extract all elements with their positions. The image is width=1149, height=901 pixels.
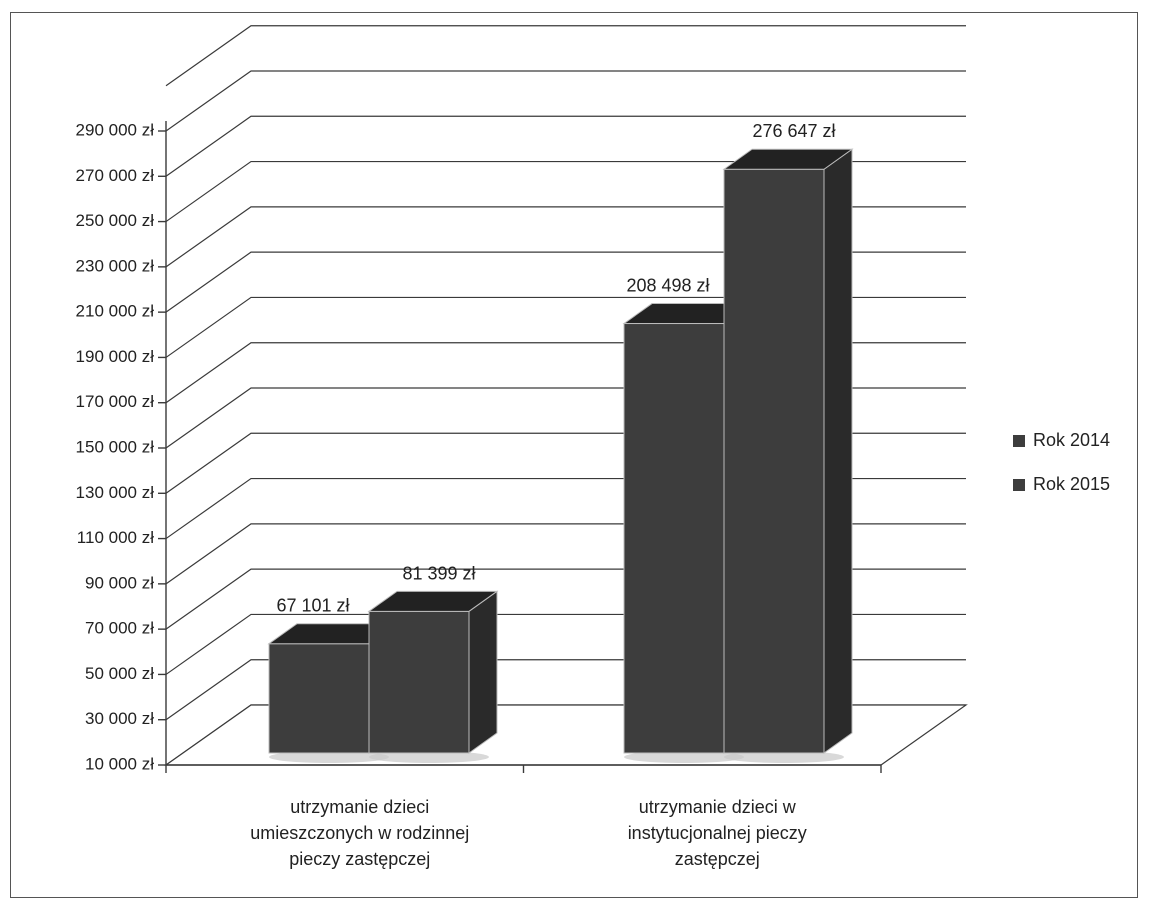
category-label-line: umieszczonych w rodzinnej (250, 823, 469, 843)
bar-front (268, 643, 370, 754)
legend-label: Rok 2014 (1033, 430, 1110, 450)
bar-side (823, 148, 853, 754)
gridline (165, 160, 966, 223)
legend-swatch (1013, 479, 1025, 491)
data-labels: 67 101 zł 208 498 zł 81 399 zł 276 647 zł (276, 121, 835, 615)
y-tick-label: 110 000 zł (77, 528, 154, 547)
gridline (165, 25, 966, 87)
legend-swatch (1013, 435, 1025, 447)
y-tick-label: 170 000 zł (76, 392, 155, 411)
gridline (165, 115, 966, 177)
chart-frame: 10 000 zł 30 000 zł 50 000 zł 70 000 zł 90 0… (10, 12, 1138, 898)
y-tick-label: 70 000 zł (85, 619, 154, 638)
category-label-line: instytucjonalnej pieczy (628, 823, 807, 843)
data-label: 208 498 zł (626, 276, 709, 296)
y-tick-label: 250 000 zł (76, 211, 155, 230)
category-label-line: pieczy zastępczej (289, 849, 430, 869)
bar-front (368, 610, 470, 754)
category-label-line: utrzymanie dzieci (290, 797, 429, 817)
bar-front (723, 168, 825, 754)
y-tick-label: 10 000 zł (85, 754, 154, 773)
bar-shadow (269, 751, 389, 763)
data-label: 81 399 zł (402, 563, 475, 583)
y-tick-label: 30 000 zł (85, 709, 154, 728)
category-label: utrzymanie dzieci umieszczonych w rodzinn… (250, 797, 469, 869)
bar-top (367, 590, 499, 612)
gridline (165, 70, 966, 132)
y-tick-label: 50 000 zł (85, 664, 154, 683)
bar-shadow (724, 751, 844, 763)
data-label: 67 101 zł (276, 596, 349, 616)
y-axis: 10 000 zł 30 000 zł 50 000 zł 70 000 zł 90 0… (76, 120, 882, 773)
y-tick-label: 290 000 zł (76, 120, 155, 139)
y-tick-label: 190 000 zł (76, 347, 155, 366)
y-tick-label: 150 000 zł (76, 437, 155, 456)
category-label-line: zastępczej (675, 849, 760, 869)
bar-front (623, 323, 725, 754)
bars (267, 148, 854, 763)
chart-svg: 10 000 zł 30 000 zł 50 000 zł 70 000 zł 90 0… (76, 25, 1110, 869)
legend-label: Rok 2015 (1033, 474, 1110, 494)
legend: Rok 2014 Rok 2015 (1013, 430, 1110, 494)
y-tick-label: 230 000 zł (76, 256, 155, 275)
category-label: utrzymanie dzieci w instytucjonalnej piec… (628, 797, 807, 869)
y-tick-label: 90 000 zł (85, 573, 154, 592)
y-tick-label: 270 000 zł (76, 166, 155, 185)
bar-shadow (369, 751, 489, 763)
y-tick-label: 210 000 zł (76, 302, 155, 321)
bar (722, 148, 854, 763)
category-labels: utrzymanie dzieci umieszczonych w rodzinn… (250, 797, 807, 869)
bar-side (468, 590, 498, 754)
data-label: 276 647 zł (752, 121, 835, 141)
bar-shadow (624, 751, 744, 763)
bar (367, 590, 499, 763)
category-label-line: utrzymanie dzieci w (639, 797, 797, 817)
y-tick-label: 130 000 zł (76, 483, 155, 502)
bar-top (722, 148, 854, 170)
